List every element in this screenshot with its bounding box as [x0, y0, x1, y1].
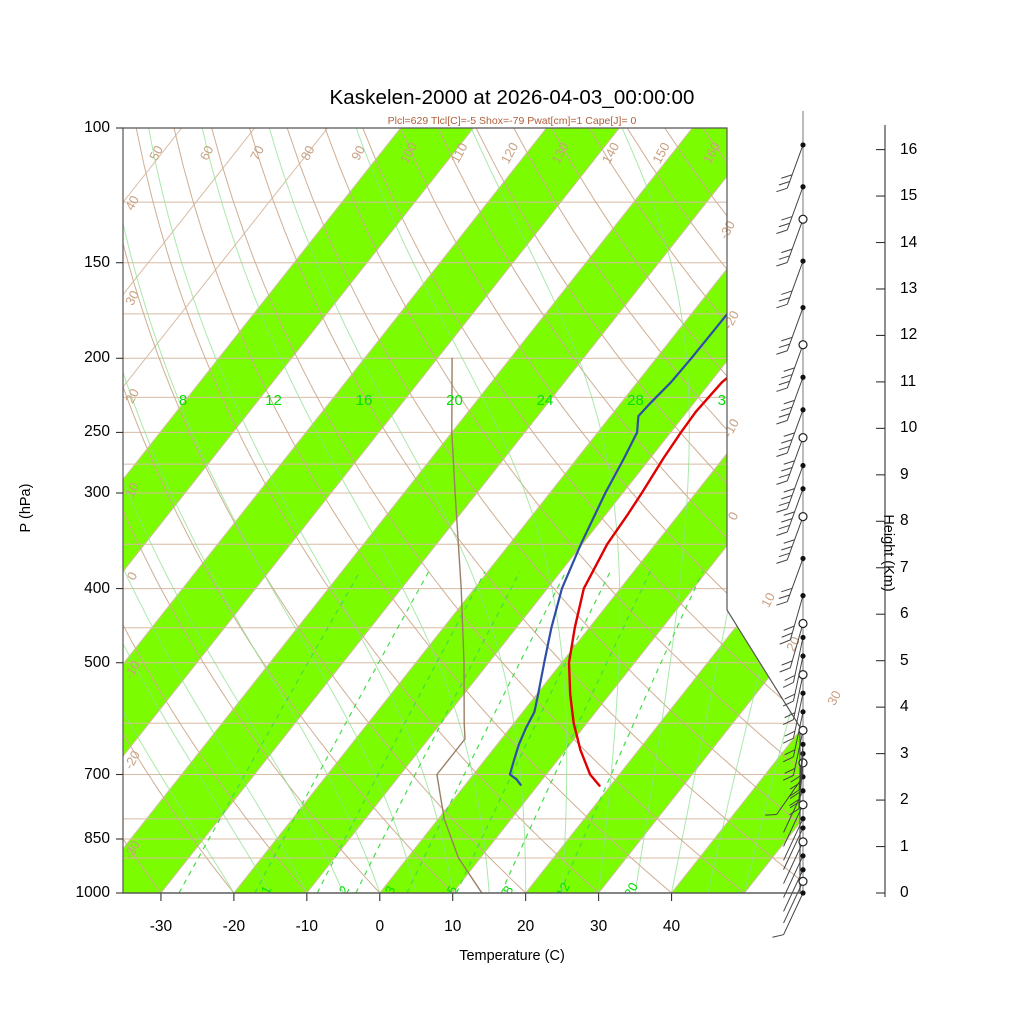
pressure-tick: 300 — [84, 483, 110, 501]
height-tick: 4 — [900, 698, 909, 716]
dry-adiabat-label: 80 — [298, 143, 318, 163]
height-tick: 2 — [900, 791, 909, 809]
height-tick: 7 — [900, 558, 909, 576]
height-tick: 5 — [900, 651, 909, 669]
dry-adiabat-label: 60 — [197, 143, 217, 163]
dry-adiabat-label: 50 — [146, 143, 166, 163]
mixing-ratio-label: 12 — [265, 392, 282, 409]
temperature-tick: 0 — [375, 918, 385, 935]
dry-adiabat-label: 90 — [348, 143, 368, 163]
parcel-trace — [436, 357, 483, 893]
temperature-tick: 10 — [444, 918, 462, 935]
isotherm-label-left: 40 — [122, 193, 142, 213]
pressure-tick: 250 — [84, 423, 110, 441]
shaded-bands — [123, 128, 800, 893]
pressure-tick: 500 — [84, 653, 110, 671]
isotherm-label-right: 30 — [824, 688, 844, 708]
isotherm-label-left: 10 — [122, 480, 142, 500]
mixing-ratio-label: 28 — [627, 392, 644, 409]
height-tick: 12 — [900, 326, 918, 344]
mixing-ratio-label: 20 — [446, 392, 463, 409]
temperature-tick: 20 — [517, 918, 535, 935]
temperature-tick: -20 — [222, 918, 246, 935]
pressure-tick: 850 — [84, 830, 110, 847]
isotherm-label-right: 10 — [758, 590, 778, 610]
temperature-tick: 40 — [662, 918, 681, 935]
indices-subtitle: Plcl=629 Tlcl[C]=-5 Shox=-79 Pwat[cm]=1 … — [387, 115, 637, 127]
page-title: Kaskelen-2000 at 2026-04-03_00:00:00 — [329, 86, 695, 109]
height-tick: 1 — [900, 837, 909, 855]
height-tick: 9 — [900, 465, 909, 483]
isotherm-label-left: 20 — [122, 386, 142, 406]
height-tick: 13 — [900, 279, 918, 297]
isotherm-lines — [123, 128, 800, 893]
mixing-ratio-label: 8 — [179, 392, 187, 409]
isotherm-label-right: 20 — [783, 634, 803, 654]
temperature-tick: -30 — [149, 918, 173, 935]
mixing-ratio-label: 24 — [537, 392, 554, 409]
isobar-lines — [123, 128, 800, 893]
mixing-ratio-label-bottom: 5 — [444, 883, 461, 896]
x-axis-label: Temperature (C) — [459, 948, 565, 964]
temperature-trace — [567, 128, 800, 787]
height-tick: 16 — [900, 140, 918, 158]
temperature-tick: -10 — [295, 918, 319, 935]
height-tick: 10 — [900, 419, 918, 437]
mixing-ratio-label-bottom: 8 — [500, 883, 517, 896]
height-tick: 8 — [900, 512, 909, 530]
pressure-tick: 700 — [84, 765, 110, 783]
mixing-ratio-label: 32 — [718, 392, 735, 409]
mixing-ratio-label: 16 — [356, 392, 373, 409]
mixing-ratio-lines — [178, 571, 704, 893]
pressure-tick: 200 — [84, 349, 110, 367]
pressure-tick: 150 — [84, 253, 110, 271]
temperature-tick: 30 — [589, 918, 608, 935]
pressure-tick: 1000 — [75, 884, 110, 901]
wind-barbs — [765, 142, 808, 938]
mixing-ratio-label-bottom: 1 — [258, 883, 275, 896]
pressure-tick: 400 — [84, 579, 110, 597]
isotherm-label-left: 30 — [122, 288, 142, 308]
height-tick: 3 — [900, 744, 909, 762]
height-tick: 14 — [900, 233, 918, 251]
height-tick: 6 — [900, 605, 909, 623]
mixing-ratio-label-bottom: 2 — [336, 883, 353, 896]
pressure-tick: 100 — [84, 119, 110, 136]
height-tick: 11 — [900, 372, 917, 390]
mixing-ratio-label-bottom: 3 — [382, 883, 399, 896]
height-tick: 15 — [900, 187, 918, 205]
height-tick: 0 — [900, 884, 909, 901]
dry-adiabat-label: 70 — [247, 143, 267, 163]
